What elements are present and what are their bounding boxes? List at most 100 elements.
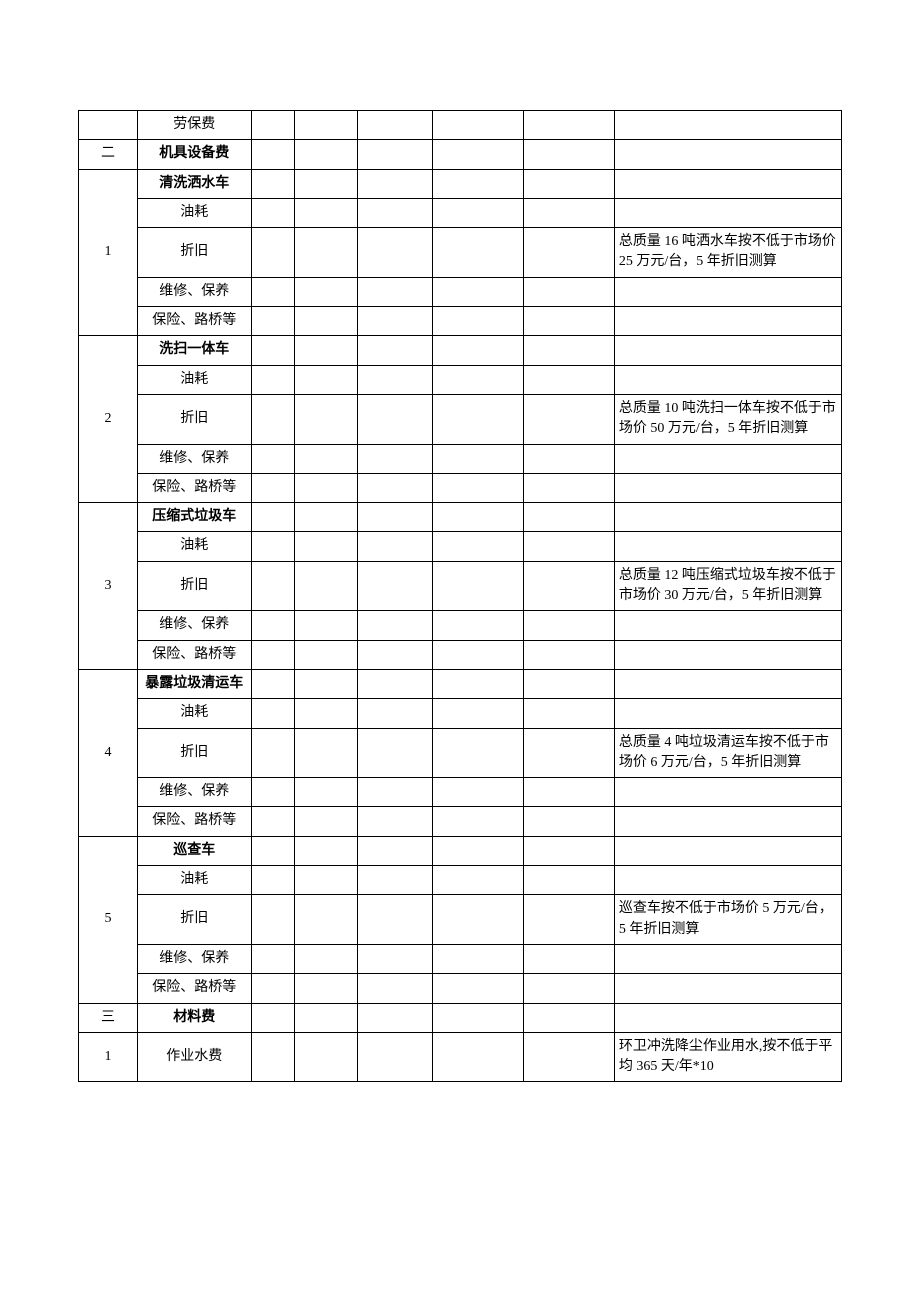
cell-c2	[251, 111, 294, 140]
table-row: 保险、路桥等	[79, 640, 842, 669]
row-label: 作业水费	[138, 1032, 252, 1082]
cell-c3	[294, 532, 358, 561]
cell-c3	[294, 640, 358, 669]
item-label: 折旧	[138, 394, 252, 444]
cell-c3	[294, 365, 358, 394]
group-index: 5	[79, 836, 138, 1003]
cell-c5	[433, 198, 524, 227]
cell-c4	[358, 336, 433, 365]
table-row: 2洗扫一体车	[79, 336, 842, 365]
cell-c3	[294, 111, 358, 140]
cell-c5	[433, 778, 524, 807]
cell-c4	[358, 503, 433, 532]
item-label: 维修、保养	[138, 444, 252, 473]
cell-c3	[294, 473, 358, 502]
cell-c4	[358, 169, 433, 198]
cell-c3	[294, 561, 358, 611]
table-row: 油耗	[79, 866, 842, 895]
cell-c5	[433, 561, 524, 611]
cell-c3	[294, 394, 358, 444]
item-label: 折旧	[138, 228, 252, 278]
table-row: 劳保费	[79, 111, 842, 140]
item-label: 保险、路桥等	[138, 473, 252, 502]
cell-c4	[358, 140, 433, 169]
table-row: 保险、路桥等	[79, 307, 842, 336]
cell-c5	[433, 228, 524, 278]
table-row: 维修、保养	[79, 778, 842, 807]
item-remark	[614, 699, 841, 728]
cell-c2	[251, 895, 294, 945]
table-row: 折旧总质量 4 吨垃圾清运车按不低于市场价 6 万元/台，5 年折旧测算	[79, 728, 842, 778]
item-remark	[614, 532, 841, 561]
table-row: 油耗	[79, 365, 842, 394]
cell-c2	[251, 669, 294, 698]
cell-c4	[358, 611, 433, 640]
item-remark: 总质量 12 吨压缩式垃圾车按不低于市场价 30 万元/台，5 年折旧测算	[614, 561, 841, 611]
cell-c3	[294, 728, 358, 778]
cell-c2	[251, 336, 294, 365]
row-index: 二	[79, 140, 138, 169]
table-row: 维修、保养	[79, 944, 842, 973]
table-row: 1作业水费环卫冲洗降尘作业用水,按不低于平均 365 天/年*10	[79, 1032, 842, 1082]
cell-c6	[524, 394, 615, 444]
group-remark	[614, 503, 841, 532]
group-index: 4	[79, 669, 138, 836]
item-label: 保险、路桥等	[138, 807, 252, 836]
cell-c4	[358, 669, 433, 698]
cell-c4	[358, 778, 433, 807]
cell-c6	[524, 140, 615, 169]
cell-c6	[524, 1032, 615, 1082]
cell-c4	[358, 866, 433, 895]
cell-c5	[433, 111, 524, 140]
group-remark	[614, 669, 841, 698]
cell-c3	[294, 1003, 358, 1032]
table-row: 油耗	[79, 532, 842, 561]
table-row: 维修、保养	[79, 611, 842, 640]
cell-c5	[433, 866, 524, 895]
group-header: 洗扫一体车	[138, 336, 252, 365]
cell-c3	[294, 611, 358, 640]
cell-c2	[251, 807, 294, 836]
cell-c6	[524, 169, 615, 198]
item-label: 保险、路桥等	[138, 974, 252, 1003]
cell-c2	[251, 561, 294, 611]
table-row: 维修、保养	[79, 444, 842, 473]
cell-c6	[524, 444, 615, 473]
row-label: 材料费	[138, 1003, 252, 1032]
item-label: 维修、保养	[138, 778, 252, 807]
cell-c6	[524, 561, 615, 611]
cell-c6	[524, 307, 615, 336]
table-row: 保险、路桥等	[79, 807, 842, 836]
cell-c2	[251, 473, 294, 502]
cell-c6	[524, 866, 615, 895]
item-label: 油耗	[138, 699, 252, 728]
cell-c5	[433, 807, 524, 836]
cell-c6	[524, 532, 615, 561]
item-label: 油耗	[138, 866, 252, 895]
item-remark: 巡查车按不低于市场价 5 万元/台，5 年折旧测算	[614, 895, 841, 945]
cell-c3	[294, 169, 358, 198]
item-label: 油耗	[138, 365, 252, 394]
row-label: 劳保费	[138, 111, 252, 140]
item-remark	[614, 807, 841, 836]
cell-c2	[251, 140, 294, 169]
cell-c4	[358, 699, 433, 728]
item-remark: 总质量 4 吨垃圾清运车按不低于市场价 6 万元/台，5 年折旧测算	[614, 728, 841, 778]
cell-c4	[358, 473, 433, 502]
cell-c4	[358, 532, 433, 561]
cell-c6	[524, 974, 615, 1003]
cell-c2	[251, 394, 294, 444]
cell-c5	[433, 728, 524, 778]
row-remark	[614, 111, 841, 140]
item-remark: 总质量 10 吨洗扫一体车按不低于市场价 50 万元/台，5 年折旧测算	[614, 394, 841, 444]
cell-c2	[251, 866, 294, 895]
cell-c4	[358, 277, 433, 306]
cell-c5	[433, 307, 524, 336]
cell-c2	[251, 444, 294, 473]
table-row: 折旧总质量 12 吨压缩式垃圾车按不低于市场价 30 万元/台，5 年折旧测算	[79, 561, 842, 611]
cell-c4	[358, 198, 433, 227]
cell-c6	[524, 336, 615, 365]
group-remark	[614, 836, 841, 865]
item-label: 保险、路桥等	[138, 307, 252, 336]
cell-c3	[294, 778, 358, 807]
